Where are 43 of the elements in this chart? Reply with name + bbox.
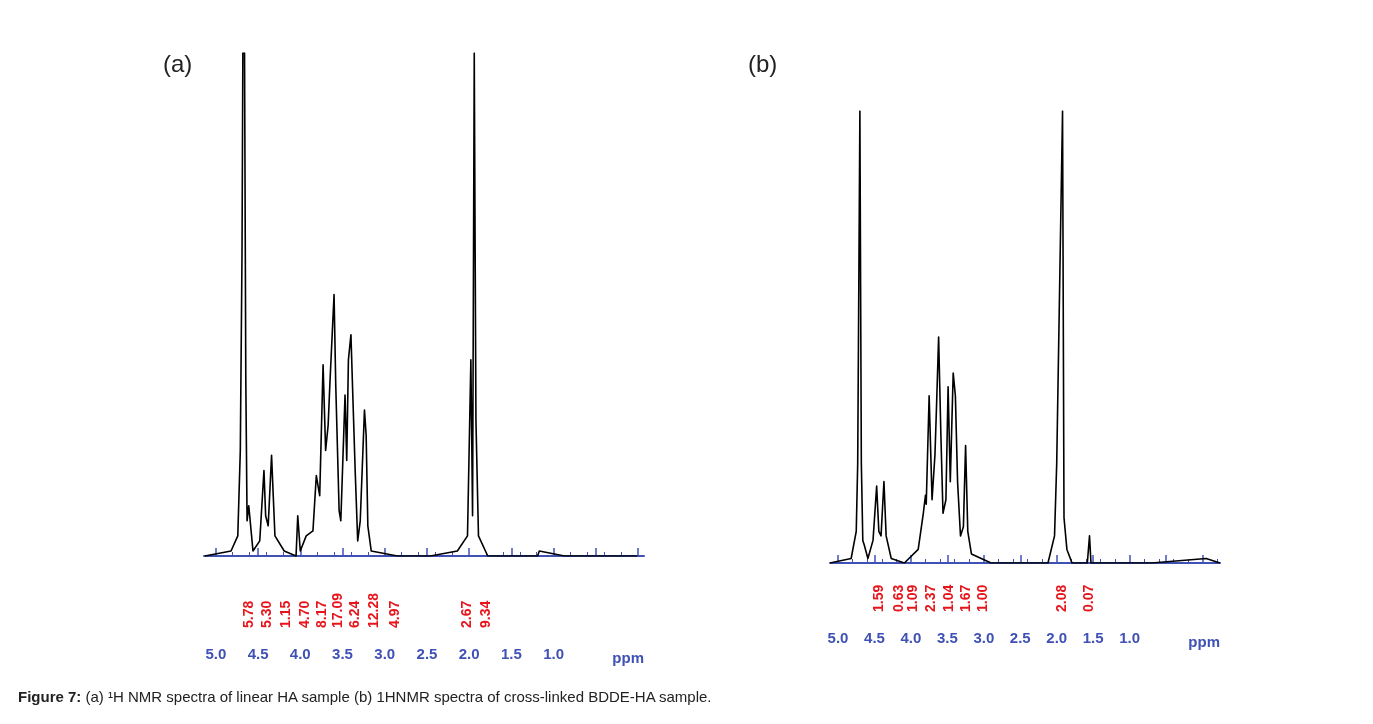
x-tick-label: 1.5 — [500, 645, 522, 662]
x-tick-label: 3.0 — [374, 645, 396, 662]
x-tick-label: 4.5 — [247, 645, 269, 662]
x-tick-label: 3.5 — [332, 645, 353, 662]
text: 2.37 — [921, 584, 938, 612]
text: 2.67 — [457, 600, 474, 628]
x-tick-label: 1.0 — [1119, 629, 1141, 646]
text: 9.34 — [477, 600, 494, 628]
x-tick-label: 2.0 — [1046, 629, 1068, 646]
text: 0.63 — [889, 584, 906, 612]
text: 1.09 — [904, 584, 921, 612]
text: 1.04 — [940, 584, 957, 612]
text: 1.15 — [277, 600, 294, 628]
text: 4.70 — [295, 600, 312, 628]
text: 0.07 — [1080, 584, 1097, 612]
text: 12.28 — [364, 592, 381, 628]
text: 6.24 — [346, 600, 363, 628]
text: 17.09 — [329, 592, 346, 628]
chart-title: (a) — [163, 49, 193, 77]
chart-title: (b) — [748, 49, 778, 77]
x-tick-label: 2.5 — [1009, 629, 1031, 646]
x-tick-label: 2.0 — [458, 645, 480, 662]
x-axis-title: ppm — [612, 649, 644, 666]
x-tick-label: 5.0 — [205, 645, 227, 662]
text: 5.78 — [239, 600, 256, 628]
caption: Figure 7: (a) ¹H NMR spectra of linear HA sample (b) 1HNMR spectra of cross-linked BDDE-HA sample. — [18, 688, 712, 705]
x-tick-label: 4.0 — [289, 645, 311, 662]
x-tick-label: 2.5 — [416, 645, 438, 662]
x-tick-label: 3.0 — [973, 629, 995, 646]
text: 2.08 — [1053, 584, 1070, 612]
text: 4.97 — [386, 600, 403, 628]
x-tick-label: 1.0 — [543, 645, 565, 662]
text: 8.17 — [313, 600, 330, 628]
text: 1.00 — [973, 584, 990, 612]
text: 1.59 — [870, 584, 887, 612]
text: 1.67 — [956, 584, 973, 612]
text: 5.30 — [258, 600, 275, 628]
x-tick-label: 1.5 — [1082, 629, 1104, 646]
x-tick-label: 4.0 — [900, 629, 922, 646]
x-tick-label: 5.0 — [827, 629, 849, 646]
x-tick-label: 4.5 — [864, 629, 885, 646]
x-tick-label: 3.5 — [936, 629, 958, 646]
x-axis-title: ppm — [1188, 633, 1220, 650]
